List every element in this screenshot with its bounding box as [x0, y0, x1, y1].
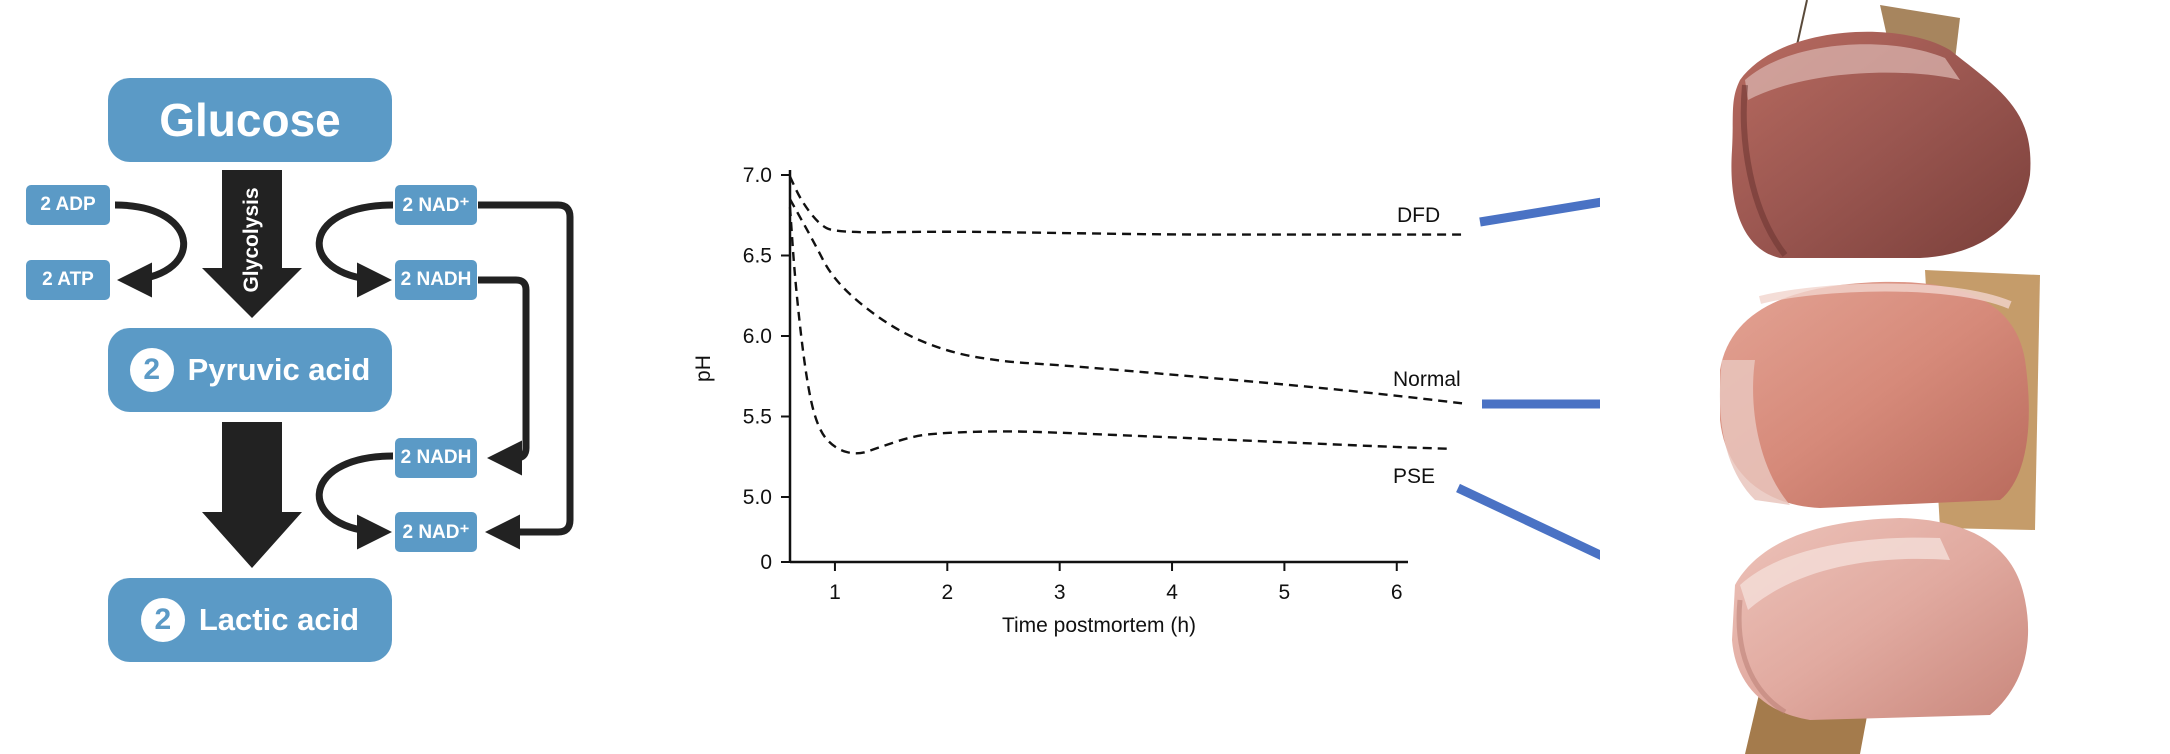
glucose-label: Glucose — [159, 94, 341, 146]
nad-to-nadh-arrow-top — [315, 201, 394, 298]
arrow-to-dfd-photo — [1479, 197, 1600, 227]
lactic-count: 2 — [140, 598, 185, 642]
series-line-normal — [788, 198, 1465, 405]
y-tick-label: 6.0 — [743, 325, 772, 348]
photo-dfd-pork — [1731, 0, 2031, 259]
x-tick-label: 4 — [1166, 581, 1178, 604]
nad-regeneration-arrow — [478, 201, 574, 550]
chart-ticks: 1 2 3 4 5 6 0 5.0 5.5 6.0 6.5 7.0 — [743, 164, 1403, 604]
y-axis-label: pH — [692, 355, 715, 382]
y-tick-label: 5.0 — [743, 486, 772, 509]
nad-box-bottom: 2 NAD⁺ — [395, 512, 477, 552]
arrow-to-pse-photo — [1456, 483, 1600, 560]
pathway-diagram: Glucose Glycolysis 2 Pyruvic acid 2 Lact… — [0, 0, 600, 754]
pathway-arrows — [114, 170, 574, 568]
reduction-arrow — [202, 422, 302, 568]
pyruvic-label: Pyruvic acid — [187, 352, 371, 387]
y-tick-label: 7.0 — [743, 164, 772, 187]
x-tick-label: 1 — [829, 581, 841, 604]
adp-to-atp-arrow — [114, 201, 188, 298]
atp-box: 2 ATP — [26, 260, 110, 300]
ph-chart: 1 2 3 4 5 6 0 5.0 5.5 6.0 6.5 7.0 Time postmortem (… — [692, 164, 1600, 637]
adp-box: 2 ADP — [26, 185, 110, 225]
x-tick-label: 3 — [1054, 581, 1066, 604]
series-line-pse — [788, 207, 1448, 455]
nadh-transfer-arrow — [478, 276, 530, 476]
chart-lines — [788, 176, 1465, 455]
lactic-acid-box: 2 Lactic acid — [108, 578, 392, 662]
x-axis-label: Time postmortem (h) — [1002, 614, 1196, 637]
nad-box-top: 2 NAD⁺ — [395, 185, 477, 225]
glycolysis-label: Glycolysis — [240, 187, 263, 293]
series-label-pse: PSE — [1393, 465, 1435, 488]
y-tick-label: 5.5 — [743, 406, 772, 429]
photo-normal-pork — [1719, 270, 2040, 530]
series-label-dfd: DFD — [1397, 204, 1440, 227]
nadh-box-bottom: 2 NADH — [395, 438, 477, 478]
glycolysis-arrow — [202, 170, 302, 318]
y-tick-label: 0 — [760, 551, 772, 574]
nadh-to-nad-arrow-bottom — [315, 452, 394, 550]
photo-pointer-arrows — [1456, 197, 1600, 560]
x-tick-label: 6 — [1391, 581, 1403, 604]
x-tick-label: 2 — [941, 581, 953, 604]
photo-pse-pork — [1732, 518, 2029, 754]
meat-photos — [1719, 0, 2040, 754]
pyruvic-count: 2 — [129, 348, 174, 392]
pyruvic-acid-box: 2 Pyruvic acid — [108, 328, 392, 412]
lactic-label: Lactic acid — [198, 602, 360, 637]
series-label-normal: Normal — [1393, 368, 1461, 391]
series-line-dfd — [788, 176, 1465, 236]
glucose-box: Glucose — [108, 78, 392, 162]
nadh-box-top: 2 NADH — [395, 260, 477, 300]
x-tick-label: 5 — [1279, 581, 1291, 604]
y-tick-label: 6.5 — [743, 245, 772, 268]
chart-axes — [788, 170, 1408, 564]
